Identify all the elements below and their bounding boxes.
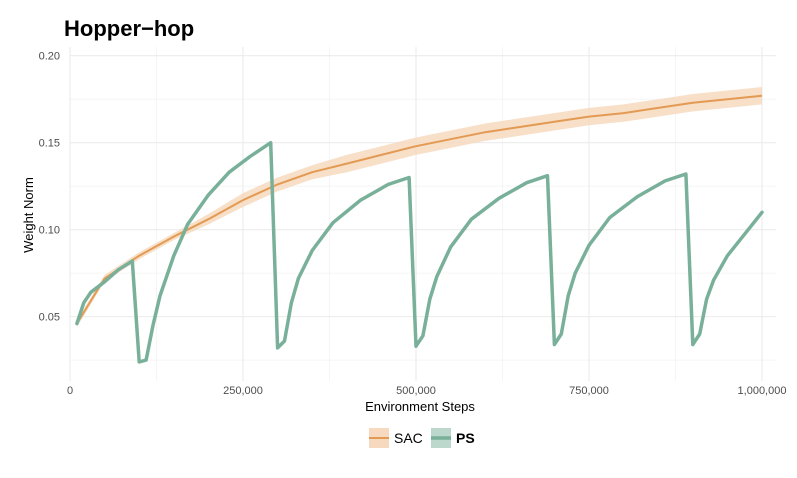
y-axis-title: Weight Norm [21, 177, 36, 253]
y-tick-labels: 0.05 0.10 0.15 0.20 [39, 51, 60, 324]
x-tick-label: 500,000 [396, 385, 436, 397]
y-tick-label: 0.15 [39, 138, 60, 150]
x-tick-label: 250,000 [223, 385, 263, 397]
x-tick-labels: 0 250,000 500,000 750,000 1,000,000 [67, 385, 787, 397]
legend-label-ps: PS [456, 430, 475, 446]
sac-confidence-band [76, 87, 762, 328]
legend: SAC PS [369, 428, 475, 448]
ps-line [75, 140, 764, 364]
x-tick-label: 750,000 [569, 385, 609, 397]
y-tick-label: 0.05 [39, 312, 60, 324]
x-tick-label: 1,000,000 [738, 385, 787, 397]
y-tick-label: 0.20 [39, 51, 60, 63]
x-tick-label: 0 [67, 385, 73, 397]
x-axis-title: Environment Steps [365, 399, 475, 414]
series-layer [75, 87, 764, 364]
sac-line [76, 94, 763, 325]
chart-title: Hopper−hop [64, 16, 195, 41]
y-tick-label: 0.10 [39, 225, 60, 237]
legend-label-sac: SAC [394, 430, 423, 446]
